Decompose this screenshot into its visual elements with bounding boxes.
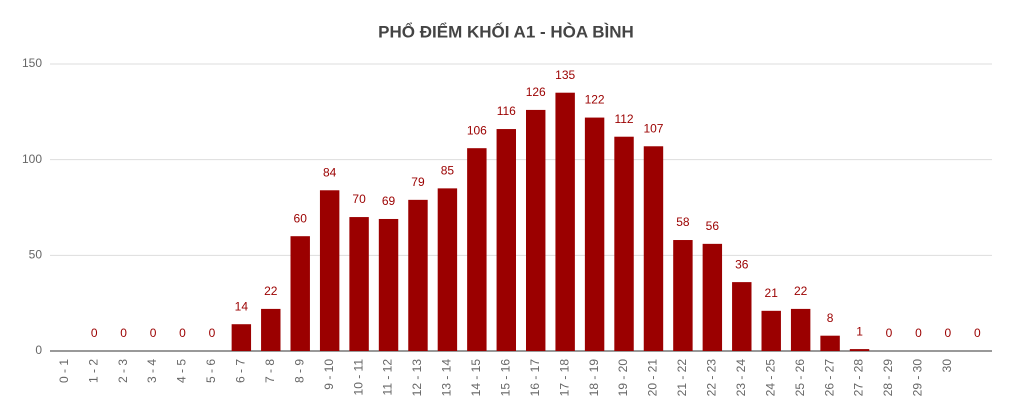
bar (761, 310, 781, 351)
bar (437, 188, 458, 351)
value-label: 56 (706, 219, 720, 233)
bar (643, 146, 664, 351)
value-label: 0 (179, 326, 186, 340)
x-tick-label: 27 - 28 (852, 359, 866, 397)
value-label: 8 (827, 311, 834, 325)
value-label: 116 (497, 104, 516, 118)
value-label: 122 (585, 93, 605, 107)
value-label: 0 (120, 326, 127, 340)
value-label: 112 (614, 112, 633, 126)
bar (673, 240, 693, 351)
x-tick-label: 20 - 21 (646, 359, 660, 397)
value-label: 85 (441, 164, 455, 178)
bar (526, 109, 546, 351)
bar (231, 324, 252, 351)
x-tick-label: 21 - 22 (675, 359, 689, 397)
bar (790, 308, 811, 351)
x-tick-label: 6 - 7 (234, 359, 248, 383)
x-tick-label: 22 - 23 (705, 359, 719, 397)
chart-title: PHỔ ĐIỂM KHỐI A1 - HÒA BÌNH (378, 21, 634, 41)
x-tick-label: 17 - 18 (557, 359, 571, 397)
value-label: 0 (974, 326, 981, 340)
x-tick-label: 1 - 2 (86, 359, 100, 383)
value-label: 70 (352, 192, 366, 206)
value-label: 0 (150, 326, 157, 340)
bar (408, 199, 428, 351)
value-label: 0 (886, 326, 893, 340)
value-label: 84 (323, 165, 337, 179)
x-tick-label: 8 - 9 (292, 359, 306, 383)
bar (820, 335, 840, 351)
value-label: 1 (856, 324, 863, 338)
bar (849, 349, 870, 351)
bar (584, 117, 605, 351)
value-label: 126 (526, 85, 546, 99)
value-label: 106 (467, 123, 487, 137)
value-label: 0 (945, 326, 952, 340)
bar (261, 308, 281, 351)
value-label: 107 (643, 121, 663, 135)
y-tick-label: 50 (29, 248, 43, 262)
bar (467, 148, 487, 351)
x-tick-label: 12 - 13 (410, 359, 424, 397)
x-tick-label: 28 - 29 (881, 359, 895, 397)
x-tick-label: 4 - 5 (175, 359, 189, 383)
x-tick-label: 23 - 24 (734, 359, 748, 397)
x-tick-label: 7 - 8 (263, 359, 277, 383)
bar (378, 218, 399, 351)
x-tick-label: 14 - 15 (469, 359, 483, 397)
x-tick-label: 25 - 26 (793, 359, 807, 397)
x-tick-label: 11 - 12 (381, 359, 395, 396)
value-label: 79 (411, 175, 425, 189)
value-label: 0 (209, 326, 216, 340)
value-label: 58 (676, 215, 690, 229)
bar (702, 243, 723, 351)
x-tick-label: 5 - 6 (204, 359, 218, 383)
bar (496, 129, 516, 351)
x-tick-label: 0 - 1 (57, 359, 71, 383)
x-tick-label: 9 - 10 (322, 359, 336, 390)
bar (319, 190, 340, 351)
x-tick-label: 19 - 20 (616, 359, 630, 397)
value-label: 22 (794, 284, 808, 298)
bar (732, 282, 752, 351)
bar (290, 236, 310, 351)
x-tick-label: 3 - 4 (145, 359, 159, 383)
value-label: 14 (235, 299, 249, 313)
value-label: 21 (765, 286, 779, 300)
value-label: 60 (294, 211, 308, 225)
y-tick-label: 0 (35, 343, 42, 357)
y-tick-label: 100 (22, 152, 42, 166)
value-label: 0 (915, 326, 922, 340)
x-tick-label: 15 - 16 (498, 359, 512, 397)
y-tick-label: 150 (22, 56, 42, 70)
x-tick-label: 13 - 14 (440, 359, 454, 397)
value-label: 69 (382, 194, 396, 208)
x-tick-label: 2 - 3 (116, 359, 130, 383)
x-tick-label: 24 - 25 (763, 359, 777, 397)
x-tick-label: 10 - 11 (351, 359, 365, 396)
value-label: 22 (264, 284, 278, 298)
x-tick-label: 29 - 30 (911, 359, 925, 397)
bar (349, 217, 369, 351)
bar (614, 136, 634, 351)
x-tick-label: 16 - 17 (528, 359, 542, 397)
x-tick-label: 18 - 19 (587, 359, 601, 397)
x-tick-label: 26 - 27 (822, 359, 836, 397)
bar (555, 92, 575, 351)
value-label: 36 (735, 257, 749, 271)
value-label: 135 (555, 68, 575, 82)
x-tick-label: 30 (940, 359, 954, 373)
value-label: 0 (91, 326, 98, 340)
